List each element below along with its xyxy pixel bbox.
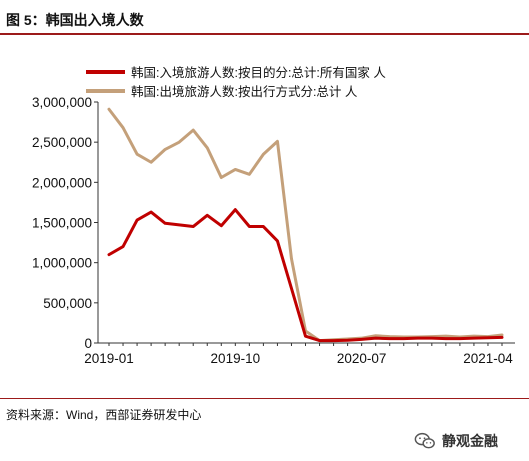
watermark-text: 静观金融 [442, 433, 498, 449]
series-line-inbound [107, 208, 504, 343]
source-note: 资料来源：Wind，西部证券研发中心 [6, 408, 202, 422]
y-tick-label: 2,000,000 [32, 175, 92, 190]
y-tick-label: 0 [84, 336, 92, 351]
figure-header: 图 5：韩国出入境人数 [0, 0, 529, 40]
y-tick-label: 1,000,000 [32, 256, 92, 271]
figure-title: 图 5：韩国出入境人数 [6, 12, 144, 28]
legend-label-outbound: 韩国:出境旅游人数:按出行方式分:总计 人 [131, 84, 358, 99]
chart-axes: 0 500,000 1,000,000 1,500,000 2,000,000 2,500… [32, 95, 515, 366]
x-tick-label: 2019-01 [84, 351, 134, 366]
title-divider [0, 33, 529, 35]
source-divider [0, 398, 529, 399]
chart-series [107, 107, 504, 343]
x-tick-label: 2021-04 [463, 351, 513, 366]
wechat-icon [414, 432, 435, 449]
chart-legend: 韩国:入境旅游人数:按目的分:总计:所有国家 人 韩国:出境旅游人数:按出行方式… [86, 65, 386, 99]
y-tick-label: 3,000,000 [32, 95, 92, 110]
line-chart: 韩国:入境旅游人数:按目的分:总计:所有国家 人 韩国:出境旅游人数:按出行方式… [32, 65, 515, 366]
x-tick-label: 2020-07 [337, 351, 387, 366]
legend-label-inbound: 韩国:入境旅游人数:按目的分:总计:所有国家 人 [131, 65, 386, 80]
y-tick-label: 2,500,000 [32, 135, 92, 150]
y-tick-label: 1,500,000 [32, 216, 92, 231]
watermark: 静观金融 [414, 427, 498, 455]
x-tick-label: 2019-10 [211, 351, 261, 366]
y-tick-label: 500,000 [43, 296, 92, 311]
